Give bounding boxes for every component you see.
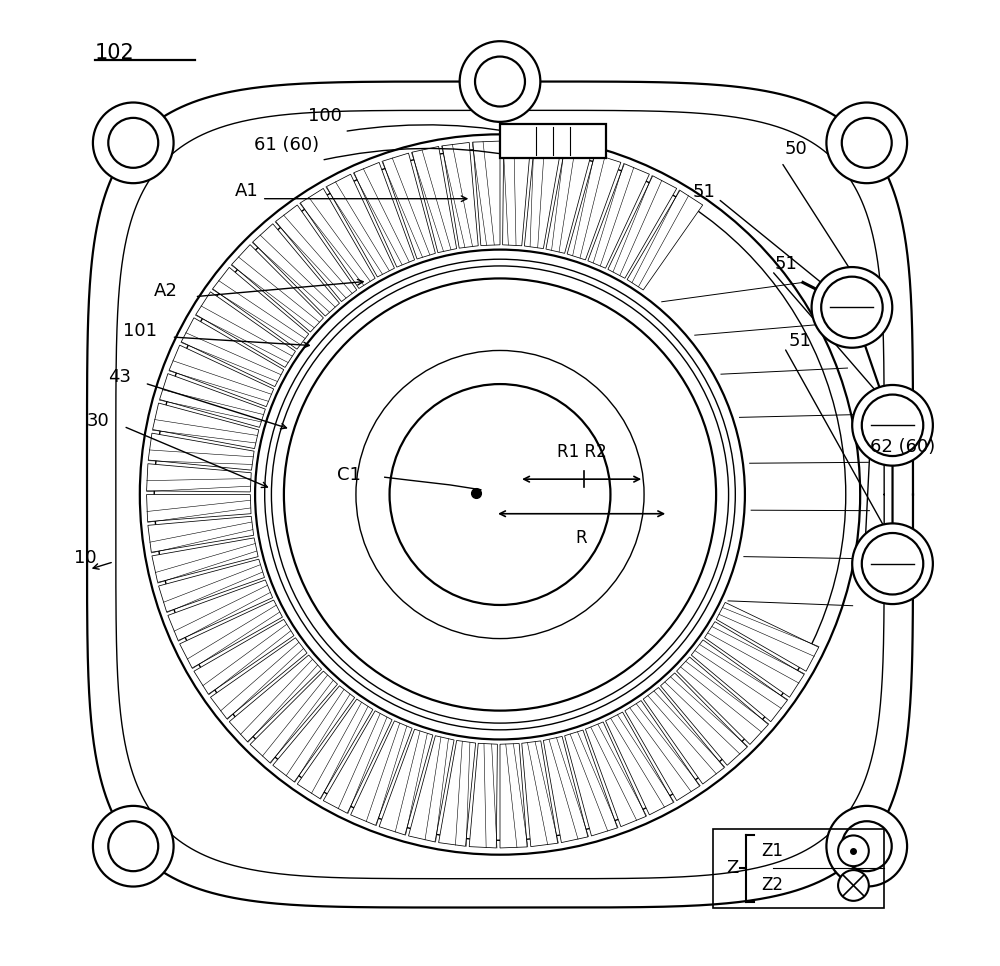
Text: A1: A1	[235, 182, 258, 200]
Polygon shape	[250, 671, 337, 763]
Polygon shape	[567, 155, 621, 260]
Text: R1 R2: R1 R2	[557, 443, 607, 462]
Polygon shape	[473, 141, 500, 245]
Circle shape	[862, 394, 923, 456]
Polygon shape	[148, 433, 254, 470]
Circle shape	[826, 102, 907, 184]
Polygon shape	[503, 141, 531, 245]
Text: 101: 101	[123, 323, 157, 340]
Circle shape	[108, 821, 158, 871]
Polygon shape	[354, 162, 415, 268]
Circle shape	[93, 102, 174, 184]
Text: 51: 51	[775, 255, 798, 273]
Polygon shape	[442, 142, 478, 248]
Polygon shape	[351, 721, 412, 825]
Polygon shape	[543, 736, 588, 842]
Circle shape	[862, 533, 923, 594]
Polygon shape	[160, 374, 265, 427]
Polygon shape	[383, 154, 435, 259]
Text: 10: 10	[74, 549, 96, 567]
Polygon shape	[546, 147, 591, 253]
Polygon shape	[213, 268, 309, 349]
Text: 62 (60): 62 (60)	[870, 438, 935, 456]
Polygon shape	[273, 686, 355, 781]
Polygon shape	[253, 224, 339, 316]
Polygon shape	[229, 655, 322, 742]
Polygon shape	[148, 516, 254, 553]
Polygon shape	[608, 176, 677, 278]
Polygon shape	[180, 600, 282, 668]
Text: A2: A2	[154, 282, 178, 299]
Text: Z2: Z2	[761, 876, 783, 895]
Text: Z1: Z1	[761, 841, 783, 860]
Polygon shape	[716, 603, 819, 671]
Polygon shape	[232, 244, 323, 332]
Polygon shape	[147, 495, 251, 522]
Text: R: R	[576, 528, 587, 547]
Polygon shape	[194, 619, 294, 695]
Polygon shape	[412, 147, 457, 253]
Polygon shape	[169, 345, 274, 407]
Polygon shape	[153, 403, 259, 448]
Polygon shape	[168, 580, 273, 640]
Polygon shape	[147, 464, 251, 492]
Polygon shape	[152, 538, 258, 582]
Polygon shape	[524, 143, 561, 248]
Polygon shape	[625, 700, 700, 801]
Bar	[713, 829, 884, 907]
Polygon shape	[500, 744, 527, 848]
Polygon shape	[691, 639, 787, 722]
Polygon shape	[276, 205, 357, 301]
Polygon shape	[627, 190, 703, 290]
Polygon shape	[585, 722, 646, 827]
Polygon shape	[565, 730, 617, 836]
Text: 61 (60): 61 (60)	[254, 136, 319, 154]
Polygon shape	[606, 712, 674, 815]
Circle shape	[826, 806, 907, 887]
Circle shape	[356, 351, 644, 639]
Circle shape	[842, 118, 892, 168]
Circle shape	[852, 524, 933, 604]
Polygon shape	[379, 729, 433, 835]
Circle shape	[93, 806, 174, 887]
Polygon shape	[469, 743, 497, 848]
Polygon shape	[196, 292, 295, 367]
Text: 100: 100	[308, 107, 342, 126]
Polygon shape	[588, 163, 649, 269]
Polygon shape	[159, 559, 264, 611]
Polygon shape	[677, 657, 768, 745]
Text: C1: C1	[337, 467, 361, 484]
Circle shape	[812, 267, 892, 348]
Polygon shape	[409, 736, 454, 842]
Polygon shape	[705, 622, 804, 697]
Circle shape	[821, 276, 883, 338]
Text: 51: 51	[692, 183, 715, 201]
Polygon shape	[300, 188, 375, 289]
Text: Z: Z	[726, 859, 739, 877]
Polygon shape	[210, 638, 307, 719]
Polygon shape	[326, 174, 394, 277]
Bar	[500, 124, 606, 158]
Polygon shape	[323, 711, 392, 813]
Circle shape	[838, 836, 869, 867]
Circle shape	[108, 118, 158, 168]
Circle shape	[390, 384, 610, 605]
Polygon shape	[522, 741, 558, 846]
Polygon shape	[643, 688, 724, 784]
Circle shape	[852, 385, 933, 466]
Polygon shape	[181, 318, 284, 386]
Text: 30: 30	[87, 412, 110, 430]
Polygon shape	[297, 699, 373, 799]
Text: 102: 102	[95, 43, 134, 63]
Text: 51: 51	[788, 332, 811, 350]
Circle shape	[838, 870, 869, 901]
Circle shape	[842, 821, 892, 871]
Text: 50: 50	[784, 140, 807, 157]
Circle shape	[460, 42, 540, 122]
Polygon shape	[439, 741, 476, 846]
Circle shape	[475, 57, 525, 106]
Text: 43: 43	[108, 368, 131, 386]
Polygon shape	[661, 673, 747, 765]
